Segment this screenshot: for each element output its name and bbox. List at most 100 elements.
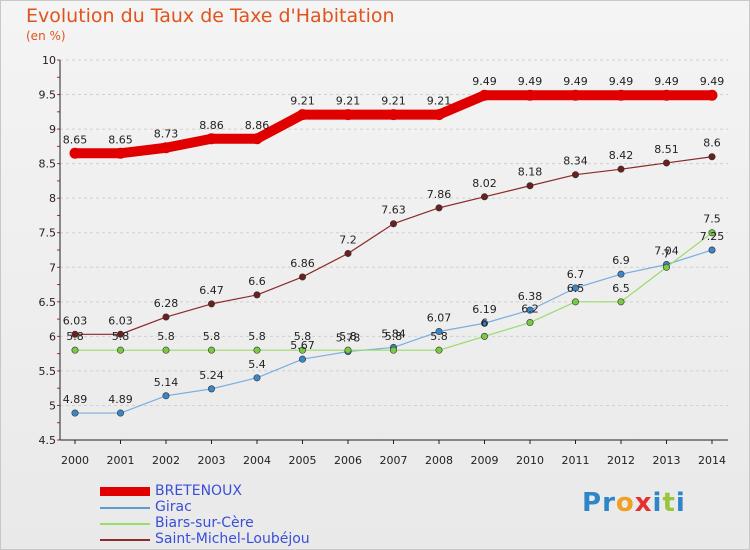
data-point-biars-sur-cere — [708, 229, 716, 237]
data-label-bretenoux: 8.86 — [245, 119, 270, 132]
data-point-saint-michel-loubejou — [208, 300, 216, 308]
y-tick-label: 10 — [42, 54, 56, 67]
legend-item-saint-michel-loubejou: Saint-Michel-Loubéjou — [100, 531, 400, 548]
logo-letter: r — [602, 488, 616, 518]
x-tick-label: 2013 — [653, 454, 681, 467]
x-tick-label: 2006 — [334, 454, 362, 467]
data-point-saint-michel-loubejou — [435, 204, 443, 212]
y-tick-label: 6.5 — [39, 296, 57, 309]
y-tick-label: 9 — [49, 123, 56, 136]
legend-label: Saint-Michel-Loubéjou — [155, 531, 310, 547]
data-label-biars-sur-cere: 6.5 — [567, 282, 585, 295]
data-point-bretenoux — [160, 142, 172, 154]
data-label-bretenoux: 9.49 — [609, 75, 634, 88]
data-label-bretenoux: 9.49 — [563, 75, 588, 88]
data-label-bretenoux: 9.49 — [700, 75, 725, 88]
logo-letter: i — [652, 488, 663, 518]
data-labels: 6.03 6.03 6.28 6.47 6.6 6.86 7.2 7.63 7.86 8.02 8.… — [63, 75, 725, 406]
legend-label: Girac — [155, 499, 192, 515]
data-point-biars-sur-cere — [117, 346, 125, 354]
data-label-bretenoux: 9.49 — [654, 75, 679, 88]
data-point-bretenoux — [661, 89, 672, 101]
data-label-bretenoux: 9.21 — [381, 95, 406, 108]
y-tick-label: 9.5 — [39, 89, 57, 102]
x-tick-label: 2007 — [380, 454, 408, 467]
data-label-bretenoux: 8.65 — [63, 133, 88, 146]
data-point-saint-michel-loubejou — [708, 153, 716, 161]
data-point-girac — [571, 284, 579, 292]
data-label-biars-sur-cere: 7 — [663, 247, 670, 260]
data-label-saint-michel-loubejou: 6.03 — [63, 314, 88, 327]
data-point-bretenoux — [570, 89, 581, 101]
data-label-saint-michel-loubejou: 8.34 — [563, 155, 588, 168]
data-label-biars-sur-cere: 5.8 — [203, 330, 221, 343]
data-label-biars-sur-cere: 5.8 — [339, 330, 357, 343]
data-label-girac: 5.14 — [154, 376, 179, 389]
data-label-bretenoux: 9.49 — [518, 75, 543, 88]
x-tick-label: 2000 — [61, 454, 89, 467]
data-point-bretenoux — [115, 147, 126, 159]
data-label-saint-michel-loubejou: 7.2 — [339, 233, 357, 246]
x-tick-label: 2004 — [243, 454, 271, 467]
data-point-girac — [208, 385, 216, 393]
logo-letter: o — [615, 488, 635, 518]
data-point-saint-michel-loubejou — [571, 171, 579, 179]
legend-swatch — [100, 507, 150, 509]
data-label-biars-sur-cere: 6.5 — [612, 282, 630, 295]
data-point-girac — [435, 328, 443, 336]
logo-letter: P — [582, 488, 603, 518]
data-label-biars-sur-cere: 5.8 — [157, 330, 175, 343]
legend-item-girac: Girac — [100, 499, 400, 516]
data-point-girac — [617, 270, 625, 278]
data-point-saint-michel-loubejou — [662, 159, 670, 167]
data-point-bretenoux — [706, 89, 718, 101]
data-point-biars-sur-cere — [389, 346, 397, 354]
data-point-biars-sur-cere — [435, 346, 443, 354]
legend: BRETENOUX Girac Biars-sur-Cère Saint-Mic… — [100, 483, 400, 548]
legend-swatch — [100, 523, 150, 525]
y-tick-label: 7.5 — [39, 227, 57, 240]
data-point-bretenoux — [251, 133, 263, 145]
data-point-girac — [162, 392, 170, 400]
data-label-saint-michel-loubejou: 8.42 — [609, 149, 634, 162]
data-label-biars-sur-cere: 5.8 — [294, 330, 312, 343]
data-point-girac — [298, 355, 306, 363]
data-label-biars-sur-cere: 5.8 — [430, 330, 448, 343]
data-label-saint-michel-loubejou: 6.03 — [108, 314, 133, 327]
data-point-girac — [480, 319, 488, 327]
data-label-bretenoux: 8.86 — [199, 119, 224, 132]
x-tick-label: 2010 — [516, 454, 544, 467]
proxiti-logo: Proxiti — [582, 488, 686, 518]
data-point-girac — [526, 306, 534, 314]
y-tick-label: 4.5 — [39, 434, 57, 447]
data-point-bretenoux — [433, 109, 445, 121]
legend-label: BRETENOUX — [155, 483, 242, 499]
data-point-saint-michel-loubejou — [162, 313, 170, 321]
data-point-biars-sur-cere — [344, 346, 352, 354]
legend-swatch — [100, 539, 150, 541]
data-point-saint-michel-loubejou — [480, 193, 488, 201]
data-point-bretenoux — [297, 109, 308, 121]
data-label-girac: 4.89 — [63, 393, 88, 406]
x-tick-label: 2002 — [152, 454, 180, 467]
data-label-bretenoux: 8.65 — [108, 133, 133, 146]
data-point-biars-sur-cere — [253, 346, 261, 354]
x-tick-label: 2008 — [425, 454, 453, 467]
data-point-bretenoux — [206, 133, 217, 145]
data-label-bretenoux: 9.21 — [290, 95, 315, 108]
legend-item-biars-sur-cere: Biars-sur-Cère — [100, 515, 400, 532]
data-label-saint-michel-loubejou: 6.86 — [290, 257, 315, 270]
data-point-biars-sur-cere — [617, 298, 625, 306]
data-point-girac — [253, 374, 261, 382]
series — [69, 89, 718, 417]
data-label-biars-sur-cere: 5.8 — [385, 330, 403, 343]
x-tick-label: 2009 — [471, 454, 499, 467]
x-tick-label: 2012 — [607, 454, 635, 467]
data-point-saint-michel-loubejou — [344, 249, 352, 257]
data-label-girac: 5.84 — [381, 327, 406, 340]
data-label-saint-michel-loubejou: 6.6 — [248, 275, 266, 288]
chart-title: Evolution du Taux de Taxe d'Habitation — [26, 5, 395, 27]
x-tick-label: 2003 — [198, 454, 226, 467]
data-label-girac: 5.78 — [336, 332, 361, 345]
